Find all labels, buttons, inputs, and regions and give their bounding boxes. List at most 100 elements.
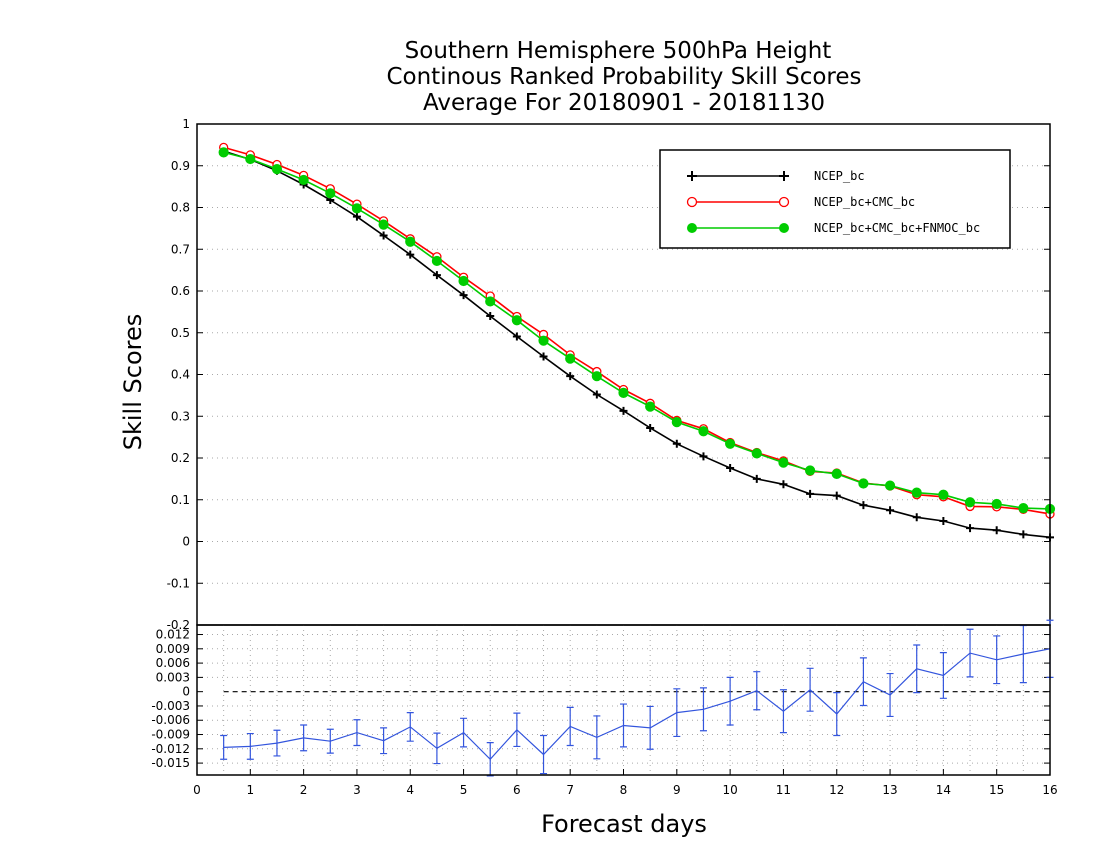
data-point <box>966 524 975 533</box>
data-point <box>405 236 416 247</box>
error-bar <box>833 692 841 737</box>
data-point <box>431 255 443 267</box>
data-point <box>991 498 1002 510</box>
top-series-group <box>218 142 1056 542</box>
error-bar <box>806 667 814 712</box>
data-point <box>752 474 761 483</box>
error-bar <box>779 689 787 734</box>
bottom-y-tick-label: 0.009 <box>156 642 190 656</box>
bottom-y-tick-label: -0.012 <box>151 742 190 756</box>
data-point <box>884 480 896 491</box>
error-bar <box>433 732 441 765</box>
data-point <box>538 335 549 346</box>
data-point <box>831 468 842 479</box>
data-point <box>245 153 256 165</box>
legend-item: NCEP_bc+CMC_bc+FNMOC_bc <box>687 221 980 235</box>
data-point <box>566 372 575 381</box>
error-bar <box>673 688 681 738</box>
data-point <box>511 315 522 326</box>
legend-label: NCEP_bc+CMC_bc+FNMOC_bc <box>814 221 980 235</box>
top-y-tick-label: -0.2 <box>167 618 190 632</box>
top-y-tick-label: 0.3 <box>171 409 190 423</box>
legend-label: NCEP_bc <box>814 169 865 183</box>
x-tick-label: 1 <box>246 783 254 797</box>
top-y-tick-label: 0.7 <box>171 242 190 256</box>
error-bar <box>353 719 361 747</box>
skill-score-panel: -0.2 -0.1 0 0.1 0.2 0.3 0.4 0.5 0.6 0.7 0.8 0.9 1 <box>167 117 1056 632</box>
difference-panel: 0.0120.0090.0060.0030-0.003-0.006-0.009-… <box>151 619 1058 797</box>
top-y-tick-label: -0.1 <box>167 576 190 590</box>
error-bar <box>966 628 974 678</box>
error-bar <box>326 728 334 754</box>
x-tick-label: 14 <box>936 783 951 797</box>
top-y-tick-label: 0.4 <box>171 368 190 382</box>
data-point <box>992 526 1001 535</box>
data-point <box>618 387 629 398</box>
error-bar <box>566 706 574 747</box>
data-point <box>271 163 283 175</box>
data-point <box>671 416 682 428</box>
series-line <box>223 150 1051 539</box>
data-point <box>351 203 363 214</box>
x-tick-label: 11 <box>776 783 791 797</box>
legend-marker <box>779 171 789 181</box>
error-bar <box>246 732 254 760</box>
error-bar <box>859 657 867 707</box>
data-point <box>1019 530 1028 539</box>
legend-box <box>659 149 1011 249</box>
data-point <box>751 448 762 459</box>
legend-marker <box>687 171 697 181</box>
x-tick-label: 4 <box>406 783 414 797</box>
data-point <box>218 147 229 158</box>
data-point <box>298 174 309 186</box>
data-point <box>832 491 841 500</box>
data-point <box>725 438 736 449</box>
bottom-y-tick-label: 0.006 <box>156 656 190 670</box>
error-bar <box>380 727 388 755</box>
data-point <box>432 271 441 280</box>
legend: NCEP_bc NCEP_bc+CMC_bc NCEP_bc+CMC_bc+FNMO… <box>659 149 1011 249</box>
bottom-y-tick-label: -0.009 <box>151 728 190 742</box>
bottom-y-tick-label: 0.012 <box>156 628 190 642</box>
legend-item: NCEP_bc+CMC_bc <box>686 195 915 209</box>
data-point <box>886 506 895 515</box>
data-point <box>512 332 521 341</box>
x-tick-label: 16 <box>1042 783 1057 797</box>
title-line-1: Southern Hemisphere 500hPa Height <box>405 38 832 64</box>
data-point <box>459 291 468 300</box>
x-tick-label: 2 <box>300 783 308 797</box>
error-bar <box>593 715 601 760</box>
difference-series <box>220 619 1054 777</box>
data-point <box>619 406 628 415</box>
data-point <box>591 371 602 382</box>
data-point <box>804 465 816 476</box>
series-NCEP_bc+CMC_bc+FNMOC_bc <box>218 147 1056 515</box>
error-bar <box>300 724 308 752</box>
data-point <box>911 487 922 498</box>
data-point <box>485 296 496 307</box>
title-line-3: Average For 20180901 - 20181130 <box>423 90 825 116</box>
data-point <box>964 497 976 508</box>
error-bar <box>220 734 228 760</box>
x-tick-label: 3 <box>353 783 361 797</box>
y-axis-label: Skill Scores <box>119 314 147 451</box>
legend-item: NCEP_bc <box>687 169 865 183</box>
top-y-tick-label: 0.5 <box>171 326 190 340</box>
error-bar <box>913 644 921 694</box>
error-bar <box>273 729 281 757</box>
data-point <box>859 501 868 510</box>
data-point <box>858 478 869 489</box>
data-point <box>726 464 735 473</box>
difference-line <box>223 648 1051 761</box>
x-tick-label: 10 <box>722 783 737 797</box>
data-point <box>779 480 788 489</box>
data-point <box>486 312 495 321</box>
error-bar <box>753 671 761 711</box>
x-tick-label: 7 <box>566 783 574 797</box>
data-point <box>938 489 949 500</box>
data-point <box>539 352 548 361</box>
error-bar <box>620 703 627 748</box>
legend-marker <box>686 196 698 208</box>
bottom-y-tick-label: -0.006 <box>151 713 190 727</box>
